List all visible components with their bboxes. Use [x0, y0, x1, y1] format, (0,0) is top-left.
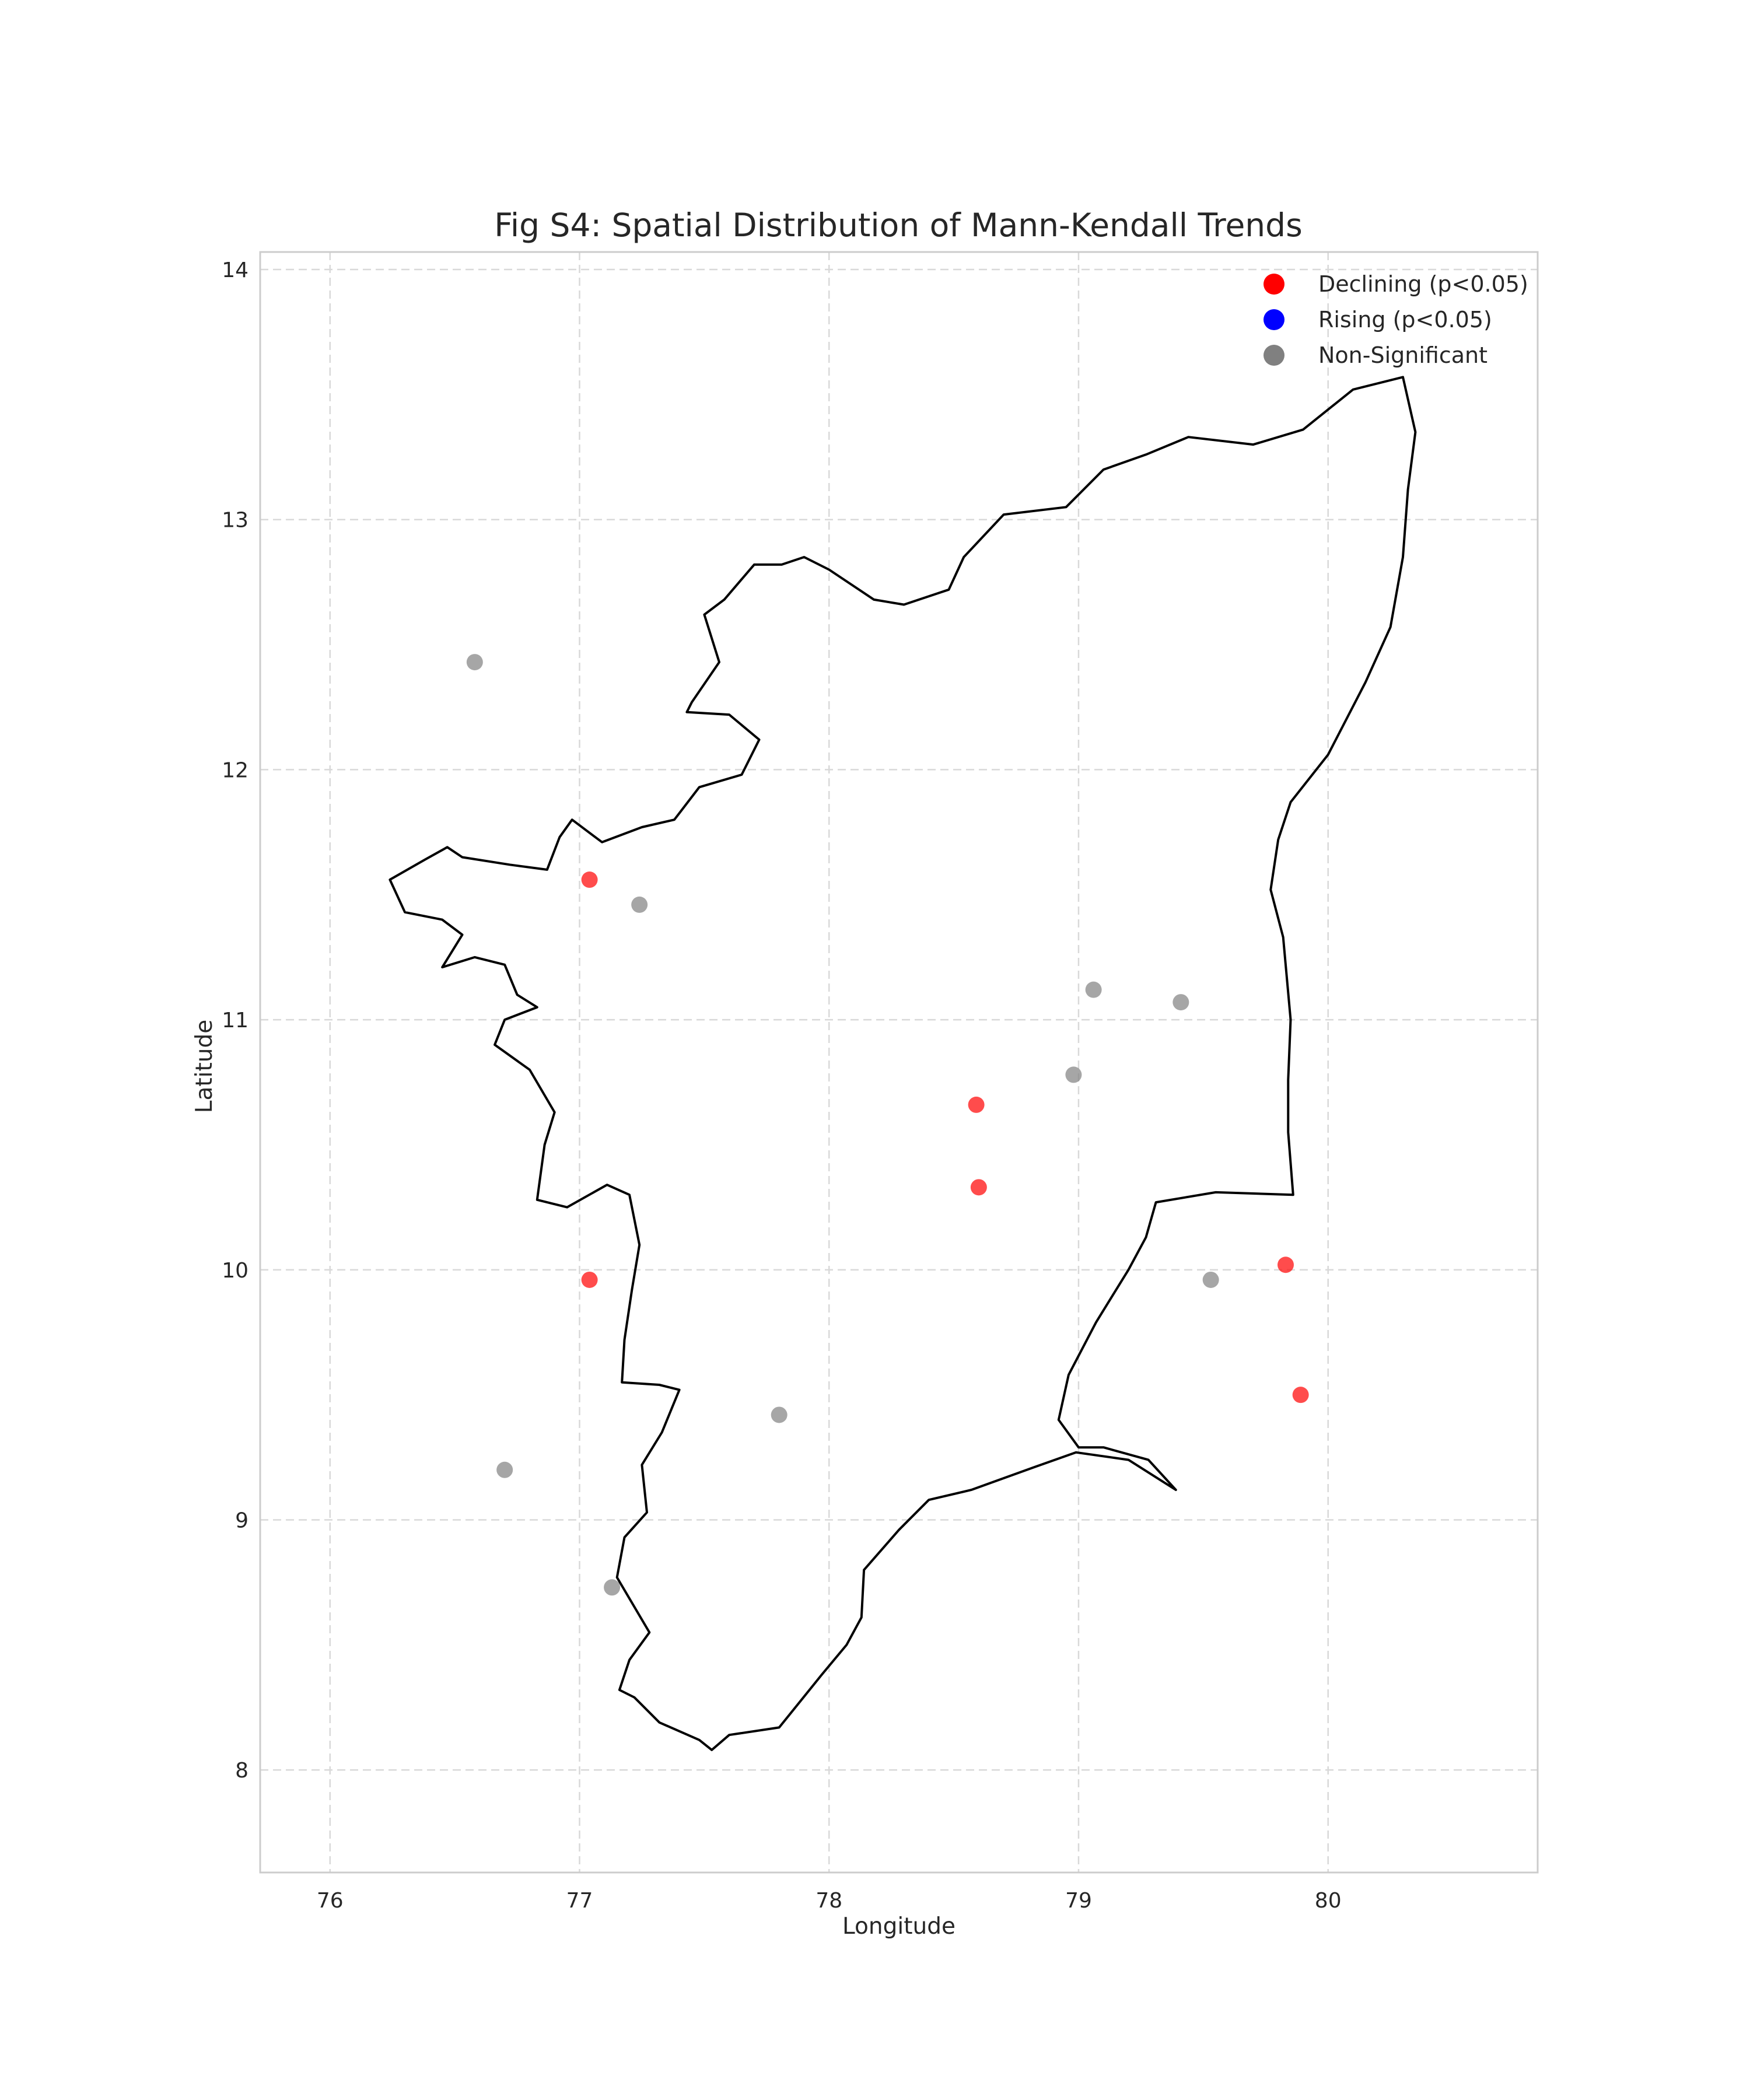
x-axis-ticks: 76 77 78 79 80: [317, 1889, 1342, 1913]
y-axis-ticks: 8 9 10 11 12 13 14: [222, 258, 249, 1783]
x-tick-label: 78: [816, 1889, 842, 1913]
x-tick-label: 79: [1065, 1889, 1092, 1913]
y-tick-label: 10: [222, 1259, 249, 1283]
data-point: [1292, 1387, 1309, 1404]
x-tick-label: 76: [317, 1889, 344, 1913]
trend-points: [466, 654, 1309, 1596]
data-point: [496, 1461, 513, 1478]
data-point: [968, 1096, 985, 1113]
data-point: [581, 1271, 598, 1288]
y-gridlines: [260, 268, 1538, 1771]
state-boundary-outline: [388, 376, 1417, 1751]
x-axis-label: Longitude: [842, 1913, 956, 1940]
data-point: [1202, 1271, 1219, 1288]
data-point: [771, 1406, 788, 1423]
data-point: [466, 654, 483, 671]
legend-label: Declining (p<0.05): [1318, 271, 1528, 297]
data-point: [970, 1179, 987, 1196]
legend-marker: [1264, 309, 1284, 330]
data-point: [581, 872, 598, 888]
data-point: [1172, 994, 1189, 1011]
y-tick-label: 9: [235, 1509, 249, 1533]
chart-title: Fig S4: Spatial Distribution of Mann-Ken…: [494, 206, 1303, 244]
x-tick-label: 77: [566, 1889, 593, 1913]
legend-label: Rising (p<0.05): [1318, 307, 1492, 332]
plot-area: [259, 251, 1539, 1874]
y-tick-label: 14: [222, 258, 249, 282]
plot-frame: [259, 251, 1539, 1874]
y-axis-label: Latitude: [191, 1020, 218, 1114]
plot-background: [260, 252, 1538, 1873]
y-tick-label: 13: [222, 509, 249, 533]
data-point: [1085, 981, 1102, 998]
data-point: [1277, 1256, 1294, 1273]
y-tick-label: 12: [222, 758, 249, 782]
data-point: [1065, 1066, 1082, 1083]
x-tick-label: 80: [1315, 1889, 1342, 1913]
legend-marker: [1264, 274, 1284, 295]
y-tick-label: 8: [235, 1759, 249, 1783]
data-point: [604, 1579, 621, 1596]
x-gridlines: [329, 252, 1329, 1873]
legend-marker: [1264, 345, 1284, 366]
legend: Declining (p<0.05) Rising (p<0.05) Non-Sig…: [1264, 271, 1528, 368]
y-tick-label: 11: [222, 1009, 249, 1032]
legend-label: Non-Significant: [1318, 342, 1488, 368]
data-point: [631, 896, 648, 913]
